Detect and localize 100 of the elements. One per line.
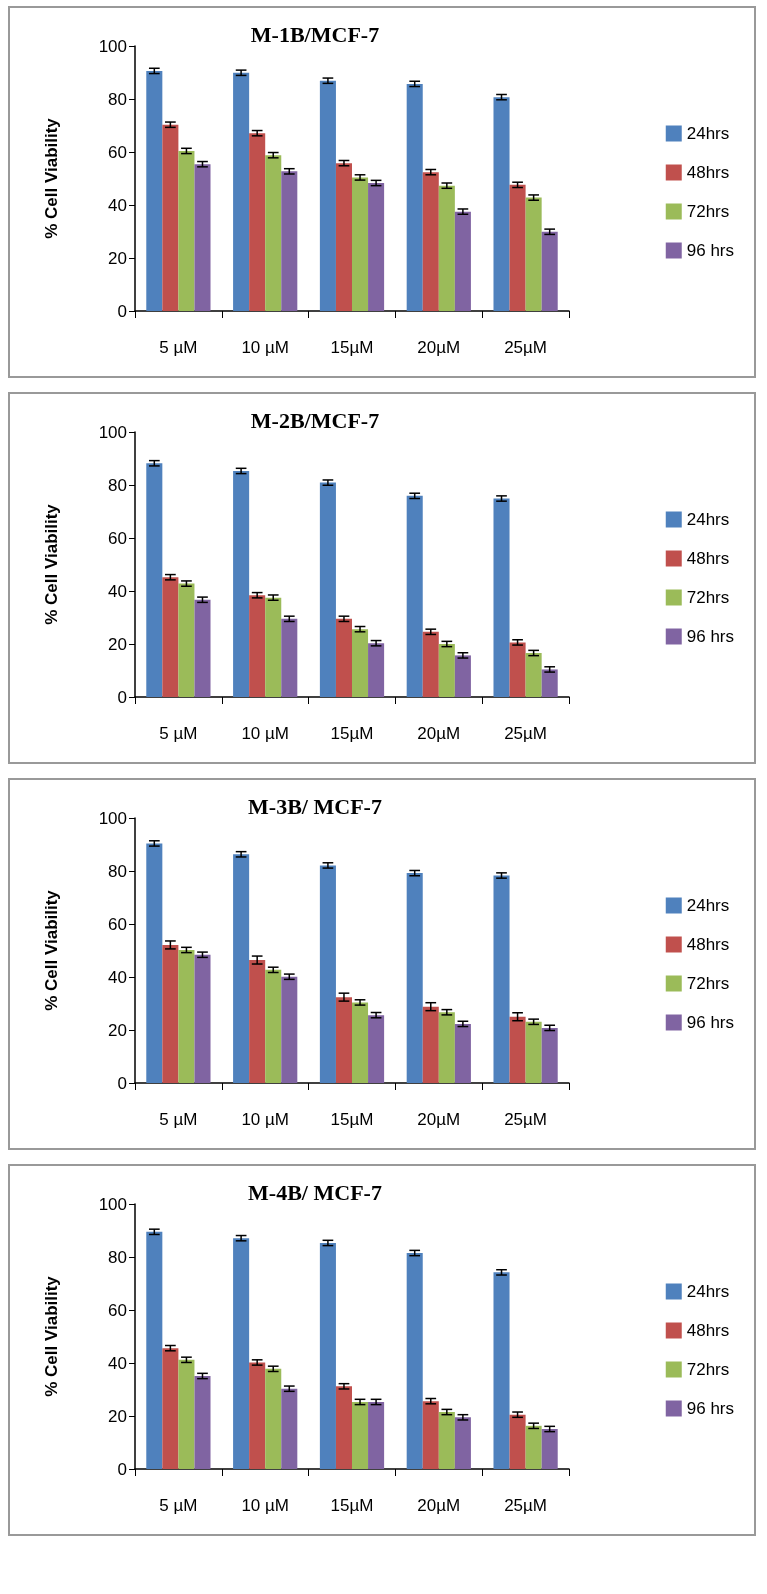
chart-title: M-4B/ MCF-7 <box>248 1179 382 1205</box>
bar <box>406 1253 423 1469</box>
y-tick-label: 80 <box>108 1247 127 1267</box>
bar <box>422 1401 439 1469</box>
legend-label: 24hrs <box>686 124 730 143</box>
bar <box>438 1412 455 1469</box>
legend-label: 48hrs <box>686 549 730 568</box>
y-tick-label: 40 <box>108 967 127 987</box>
bar <box>194 164 211 311</box>
bar <box>146 463 163 697</box>
bar <box>525 653 542 697</box>
y-tick-label: 20 <box>108 1020 127 1040</box>
legend-label: 48hrs <box>686 1321 730 1340</box>
x-tick-label: 25µM <box>504 1496 548 1515</box>
bar <box>335 163 352 311</box>
bar <box>454 1023 471 1083</box>
bar <box>319 80 336 311</box>
x-tick-label: 5 µM <box>159 338 198 357</box>
bar <box>178 150 195 311</box>
x-tick-label: 15µM <box>330 338 374 357</box>
bar <box>438 185 455 311</box>
y-tick-label: 0 <box>117 687 127 707</box>
legend-label: 96 hrs <box>686 627 734 646</box>
bar <box>352 177 369 311</box>
y-axis-title: % Cell Viability <box>42 117 61 239</box>
x-tick-label: 10 µM <box>241 1496 289 1515</box>
bar <box>438 644 455 697</box>
bar <box>146 843 163 1083</box>
y-tick-label: 80 <box>108 89 127 109</box>
bar <box>335 618 352 697</box>
y-tick-label: 60 <box>108 528 127 548</box>
bar <box>493 498 510 697</box>
bar <box>265 155 282 311</box>
bar <box>233 854 250 1083</box>
y-axis-title: % Cell Viability <box>42 1275 61 1397</box>
bar <box>406 83 423 311</box>
bar <box>194 954 211 1083</box>
bar <box>368 643 385 697</box>
legend-label: 48hrs <box>686 163 730 182</box>
legend-label: 24hrs <box>686 1282 730 1301</box>
bar <box>249 960 266 1083</box>
bar <box>454 211 471 311</box>
y-tick-label: 100 <box>98 1194 127 1214</box>
bar <box>509 642 526 697</box>
bar <box>178 583 195 697</box>
bar <box>493 875 510 1083</box>
x-tick-label: 20µM <box>417 1110 461 1129</box>
y-tick-label: 20 <box>108 248 127 268</box>
x-tick-label: 20µM <box>417 338 461 357</box>
bar <box>368 183 385 311</box>
legend-label: 96 hrs <box>686 1013 734 1032</box>
y-tick-label: 80 <box>108 475 127 495</box>
legend-label: 72hrs <box>686 588 730 607</box>
x-tick-label: 10 µM <box>241 1110 289 1129</box>
chart-title: M-2B/MCF-7 <box>250 407 380 433</box>
bar <box>422 172 439 311</box>
bar <box>249 1362 266 1469</box>
bar <box>162 944 179 1083</box>
bar <box>249 595 266 697</box>
x-tick-label: 5 µM <box>159 1110 198 1129</box>
bar <box>493 97 510 311</box>
bar <box>368 1015 385 1083</box>
y-tick-label: 60 <box>108 142 127 162</box>
y-tick-label: 0 <box>117 1073 127 1093</box>
bar <box>319 482 336 697</box>
x-tick-label: 15µM <box>330 724 374 743</box>
y-tick-label: 60 <box>108 1300 127 1320</box>
bar <box>233 470 250 697</box>
bar <box>249 133 266 311</box>
bar <box>509 184 526 311</box>
bar <box>406 495 423 697</box>
bar <box>493 1272 510 1469</box>
bar <box>265 969 282 1083</box>
bar <box>541 1428 558 1469</box>
bar <box>194 1375 211 1469</box>
bar <box>352 629 369 697</box>
legend-label: 24hrs <box>686 896 730 915</box>
bar <box>454 655 471 697</box>
bar <box>281 1388 298 1469</box>
chart-title: M-3B/ MCF-7 <box>248 793 382 819</box>
x-tick-label: 25µM <box>504 1110 548 1129</box>
bar <box>178 1359 195 1469</box>
bar <box>162 1348 179 1469</box>
y-tick-label: 80 <box>108 861 127 881</box>
legend-label: 48hrs <box>686 935 730 954</box>
x-tick-label: 10 µM <box>241 724 289 743</box>
bar <box>319 1242 336 1469</box>
bar <box>454 1417 471 1469</box>
bar <box>422 631 439 697</box>
x-tick-label: 25µM <box>504 338 548 357</box>
y-tick-label: 40 <box>108 1353 127 1373</box>
bar <box>146 70 163 311</box>
bar <box>509 1414 526 1469</box>
bar <box>162 124 179 311</box>
bar <box>352 1401 369 1469</box>
x-tick-label: 5 µM <box>159 724 198 743</box>
bar <box>335 1386 352 1469</box>
legend-label: 72hrs <box>686 974 730 993</box>
y-tick-label: 0 <box>117 301 127 321</box>
bar <box>265 597 282 697</box>
